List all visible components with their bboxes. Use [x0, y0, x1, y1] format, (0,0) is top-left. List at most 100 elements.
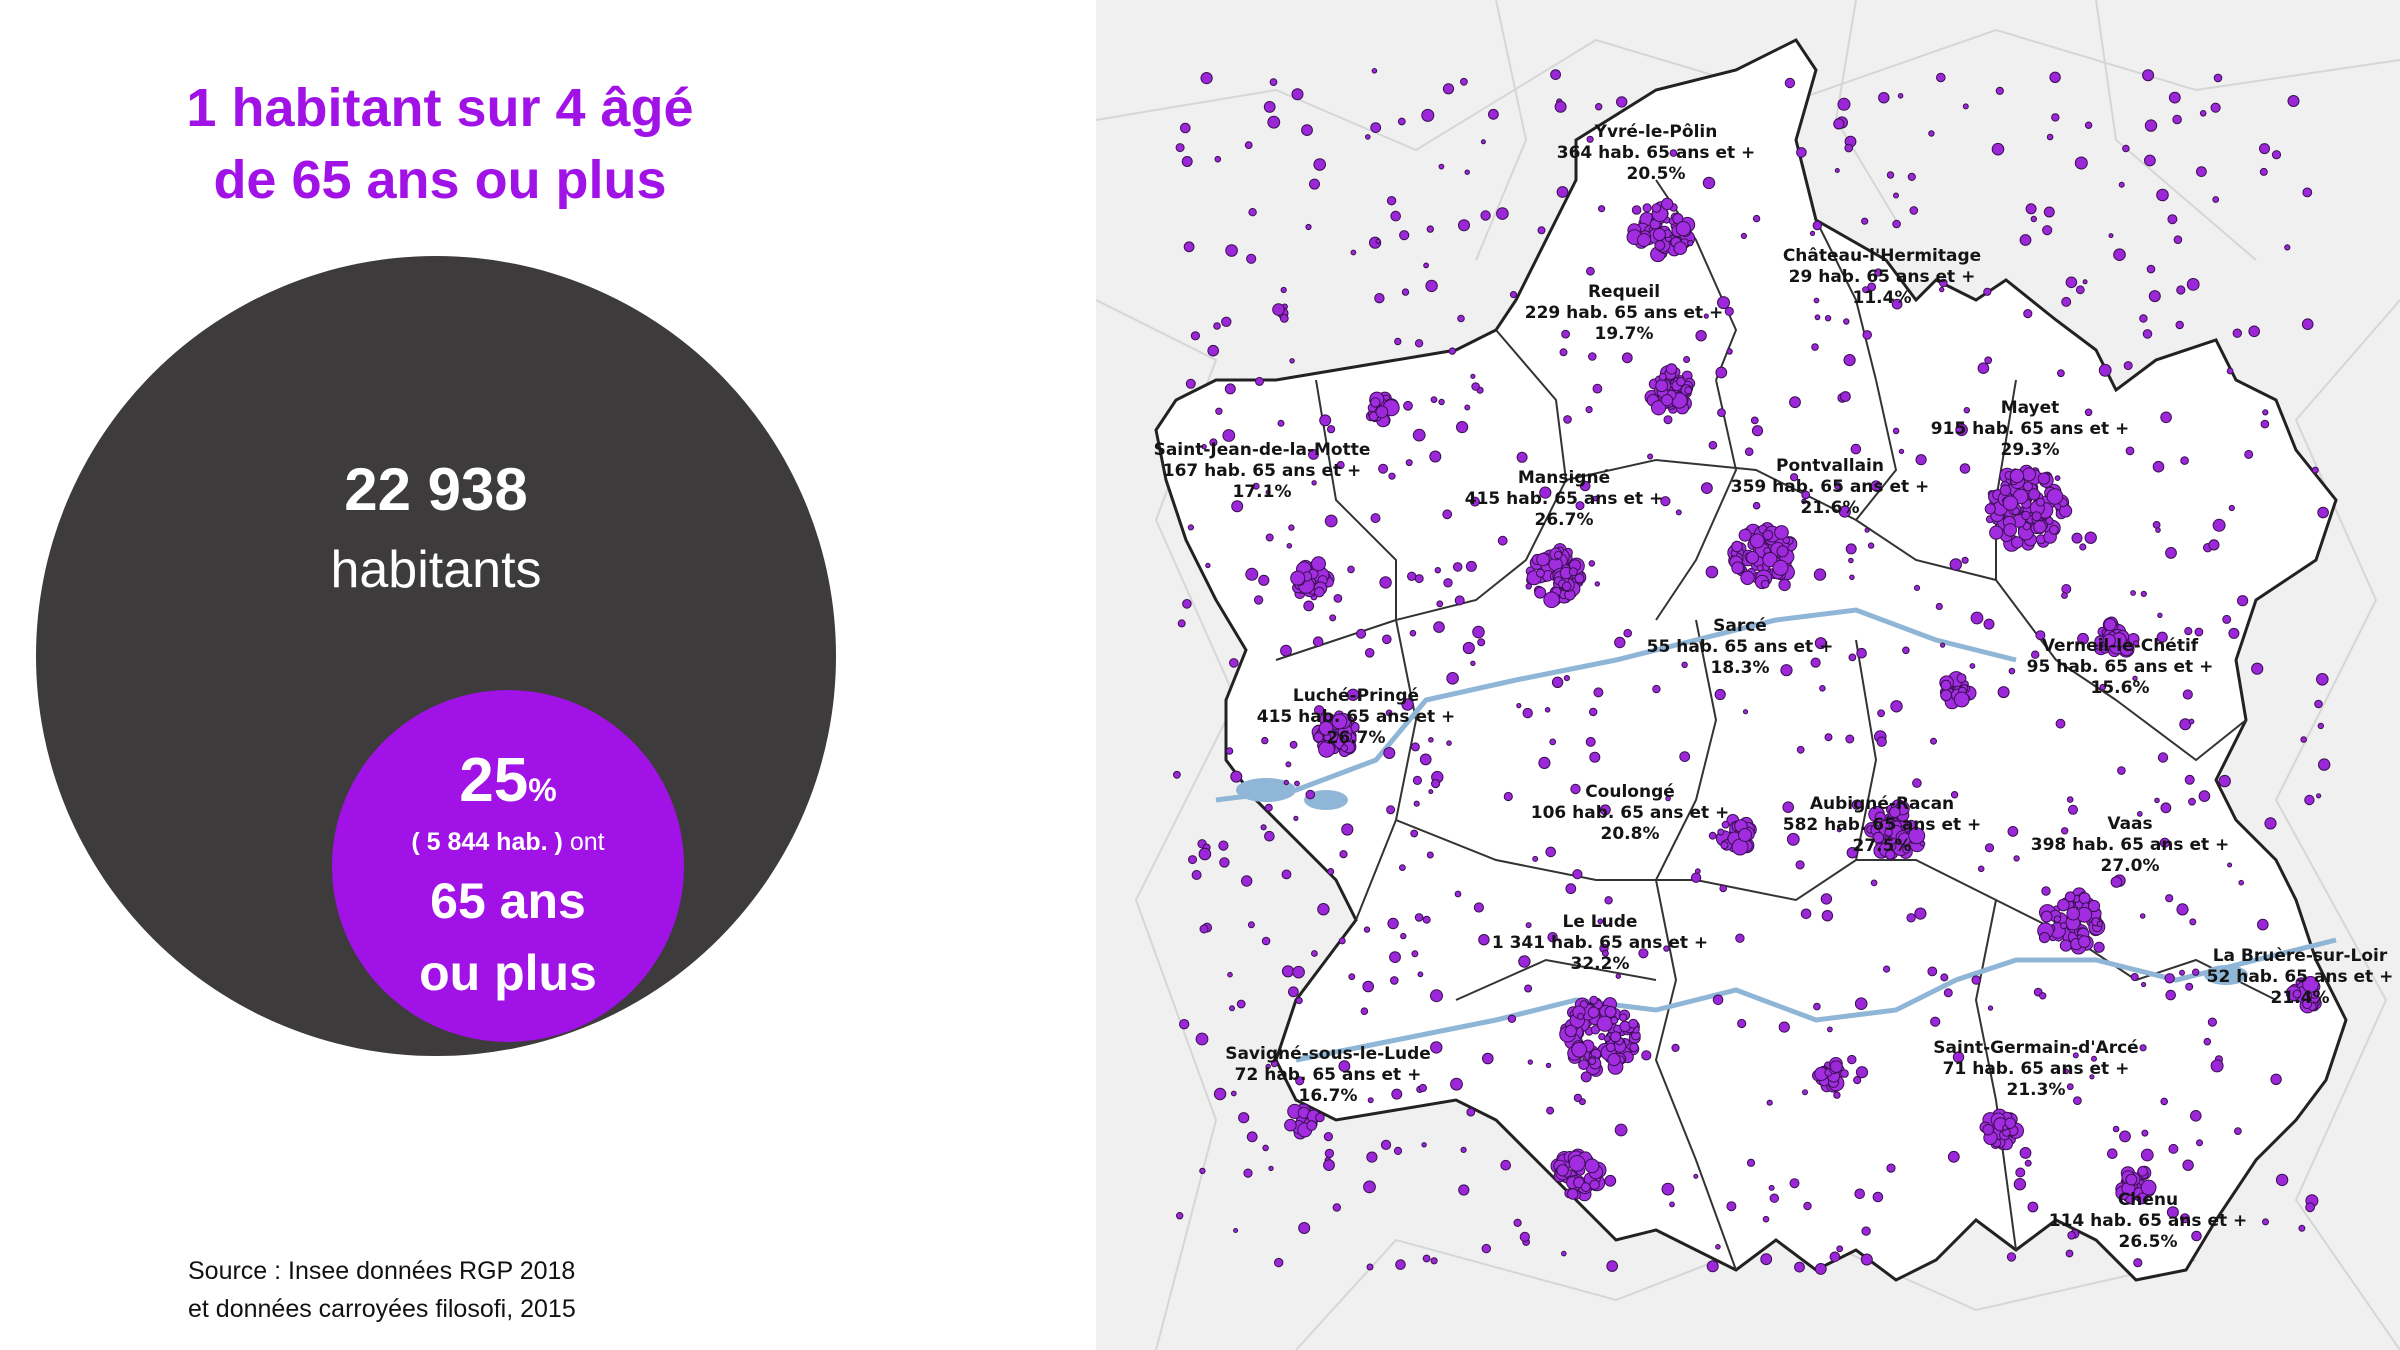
population-cell [2002, 495, 2019, 511]
population-cell [1683, 356, 1691, 363]
population-cell [1592, 495, 1599, 502]
population-cell [2259, 143, 2270, 155]
population-cell [1363, 926, 1371, 933]
population-cell [1570, 783, 1581, 795]
population-cell [2301, 318, 2314, 331]
population-cell [1778, 1021, 1790, 1033]
population-cell [1252, 482, 1260, 490]
population-cell [2198, 790, 2211, 802]
population-cell [1851, 799, 1862, 810]
population-cell [2318, 758, 2331, 771]
population-cell [2203, 1037, 2212, 1046]
population-cell [1205, 562, 1211, 569]
population-cell [2028, 488, 2041, 501]
population-cell [1422, 915, 1431, 924]
population-cell [1717, 296, 1730, 310]
population-cell [1391, 1088, 1403, 1100]
population-cell [2030, 215, 2037, 223]
population-cell [1454, 595, 1465, 606]
population-cell [1565, 883, 1577, 895]
population-cell [1478, 934, 1490, 946]
population-cell [1760, 579, 1770, 589]
population-cell [1889, 843, 1897, 851]
population-cell [1872, 1191, 1884, 1203]
population-cell [2160, 411, 2172, 424]
title-line-1: 1 habitant sur 4 âgé [186, 78, 694, 138]
population-cell [2184, 774, 2195, 785]
population-cell [1315, 1112, 1325, 1123]
population-cell [2072, 1052, 2079, 1059]
population-cell [1780, 664, 1793, 677]
population-cell [2049, 524, 2059, 535]
population-cell [1343, 732, 1352, 742]
population-cell [1762, 1215, 1770, 1223]
population-cell [2212, 196, 2220, 203]
population-cell [1313, 158, 1326, 171]
senior-count: ( 5 844 hab. ) ont [332, 828, 684, 857]
population-cell [1749, 533, 1765, 549]
population-cell [2071, 532, 2083, 544]
population-cell [2234, 1127, 2242, 1135]
population-cells [1173, 68, 2331, 1275]
population-cell [2007, 826, 2019, 837]
population-cell [1589, 707, 1598, 717]
population-cell [1637, 233, 1651, 247]
population-cell [2061, 592, 2068, 599]
population-cell [2074, 156, 2088, 170]
population-cell [1308, 449, 1319, 460]
population-cell [2264, 817, 2277, 830]
population-cell [1431, 779, 1441, 789]
population-cell [2064, 891, 2076, 903]
population-cell [1433, 621, 1445, 633]
population-cell [2180, 456, 2189, 465]
population-cell [1482, 1052, 1494, 1065]
population-cell [2292, 989, 2302, 999]
population-cell [1959, 463, 1971, 474]
population-cell [1915, 454, 1927, 466]
population-cell [1285, 761, 1292, 768]
population-cell [2036, 497, 2045, 507]
population-cell [1417, 971, 1424, 978]
total-population-label: habitants [330, 541, 542, 599]
population-cell [2057, 369, 2065, 378]
population-cell [1651, 400, 1667, 416]
population-cell [1845, 543, 1857, 555]
population-cell [1229, 658, 1239, 668]
population-cell [1323, 1132, 1333, 1142]
population-cell [2210, 1059, 2224, 1073]
population-cell [1794, 1261, 1805, 1273]
source-line-2: et données carroyées filosofi, 2015 [188, 1295, 576, 1323]
population-cell [1446, 672, 1459, 685]
population-cell [1621, 352, 1633, 364]
commune-label-coulonge: Coulongé 106 hab. 65 ans et +20.8% [1530, 782, 1730, 844]
population-cell [2142, 69, 2155, 82]
population-cell [1883, 965, 1891, 973]
population-cell [1418, 1083, 1427, 1093]
population-cell [2004, 1117, 2017, 1129]
population-cell [2118, 181, 2125, 188]
population-cell [1280, 286, 1287, 294]
territory-outline [1154, 38, 2348, 1282]
population-cell [2165, 989, 2176, 1001]
population-cell [1874, 268, 1883, 277]
population-cell [2227, 862, 2233, 868]
population-cell [1607, 1053, 1621, 1067]
population-cell [1429, 450, 1442, 463]
population-cell [1586, 135, 1594, 143]
population-cell [2182, 1159, 2194, 1171]
population-cell [2061, 827, 2069, 835]
population-cell [2213, 73, 2223, 83]
population-cell [2033, 520, 2047, 534]
population-cell [2057, 898, 2070, 912]
population-cell [2160, 802, 2172, 814]
population-cell [1892, 427, 1900, 435]
population-cell [1386, 805, 1396, 815]
population-cell [1567, 1188, 1579, 1200]
population-cell [1331, 713, 1348, 730]
territory-map: Yvré-le-Pôlin 364 hab. 65 ans et +20.5% C… [1096, 0, 2400, 1350]
population-cell [2096, 920, 2103, 928]
population-cell [2167, 214, 2178, 225]
commune-label-verneil-le-chetif: Verneil-le-Chétif 95 hab. 65 ans et +15.6… [2026, 636, 2214, 698]
population-cell [2173, 235, 2183, 244]
population-cell [1270, 1060, 1278, 1068]
